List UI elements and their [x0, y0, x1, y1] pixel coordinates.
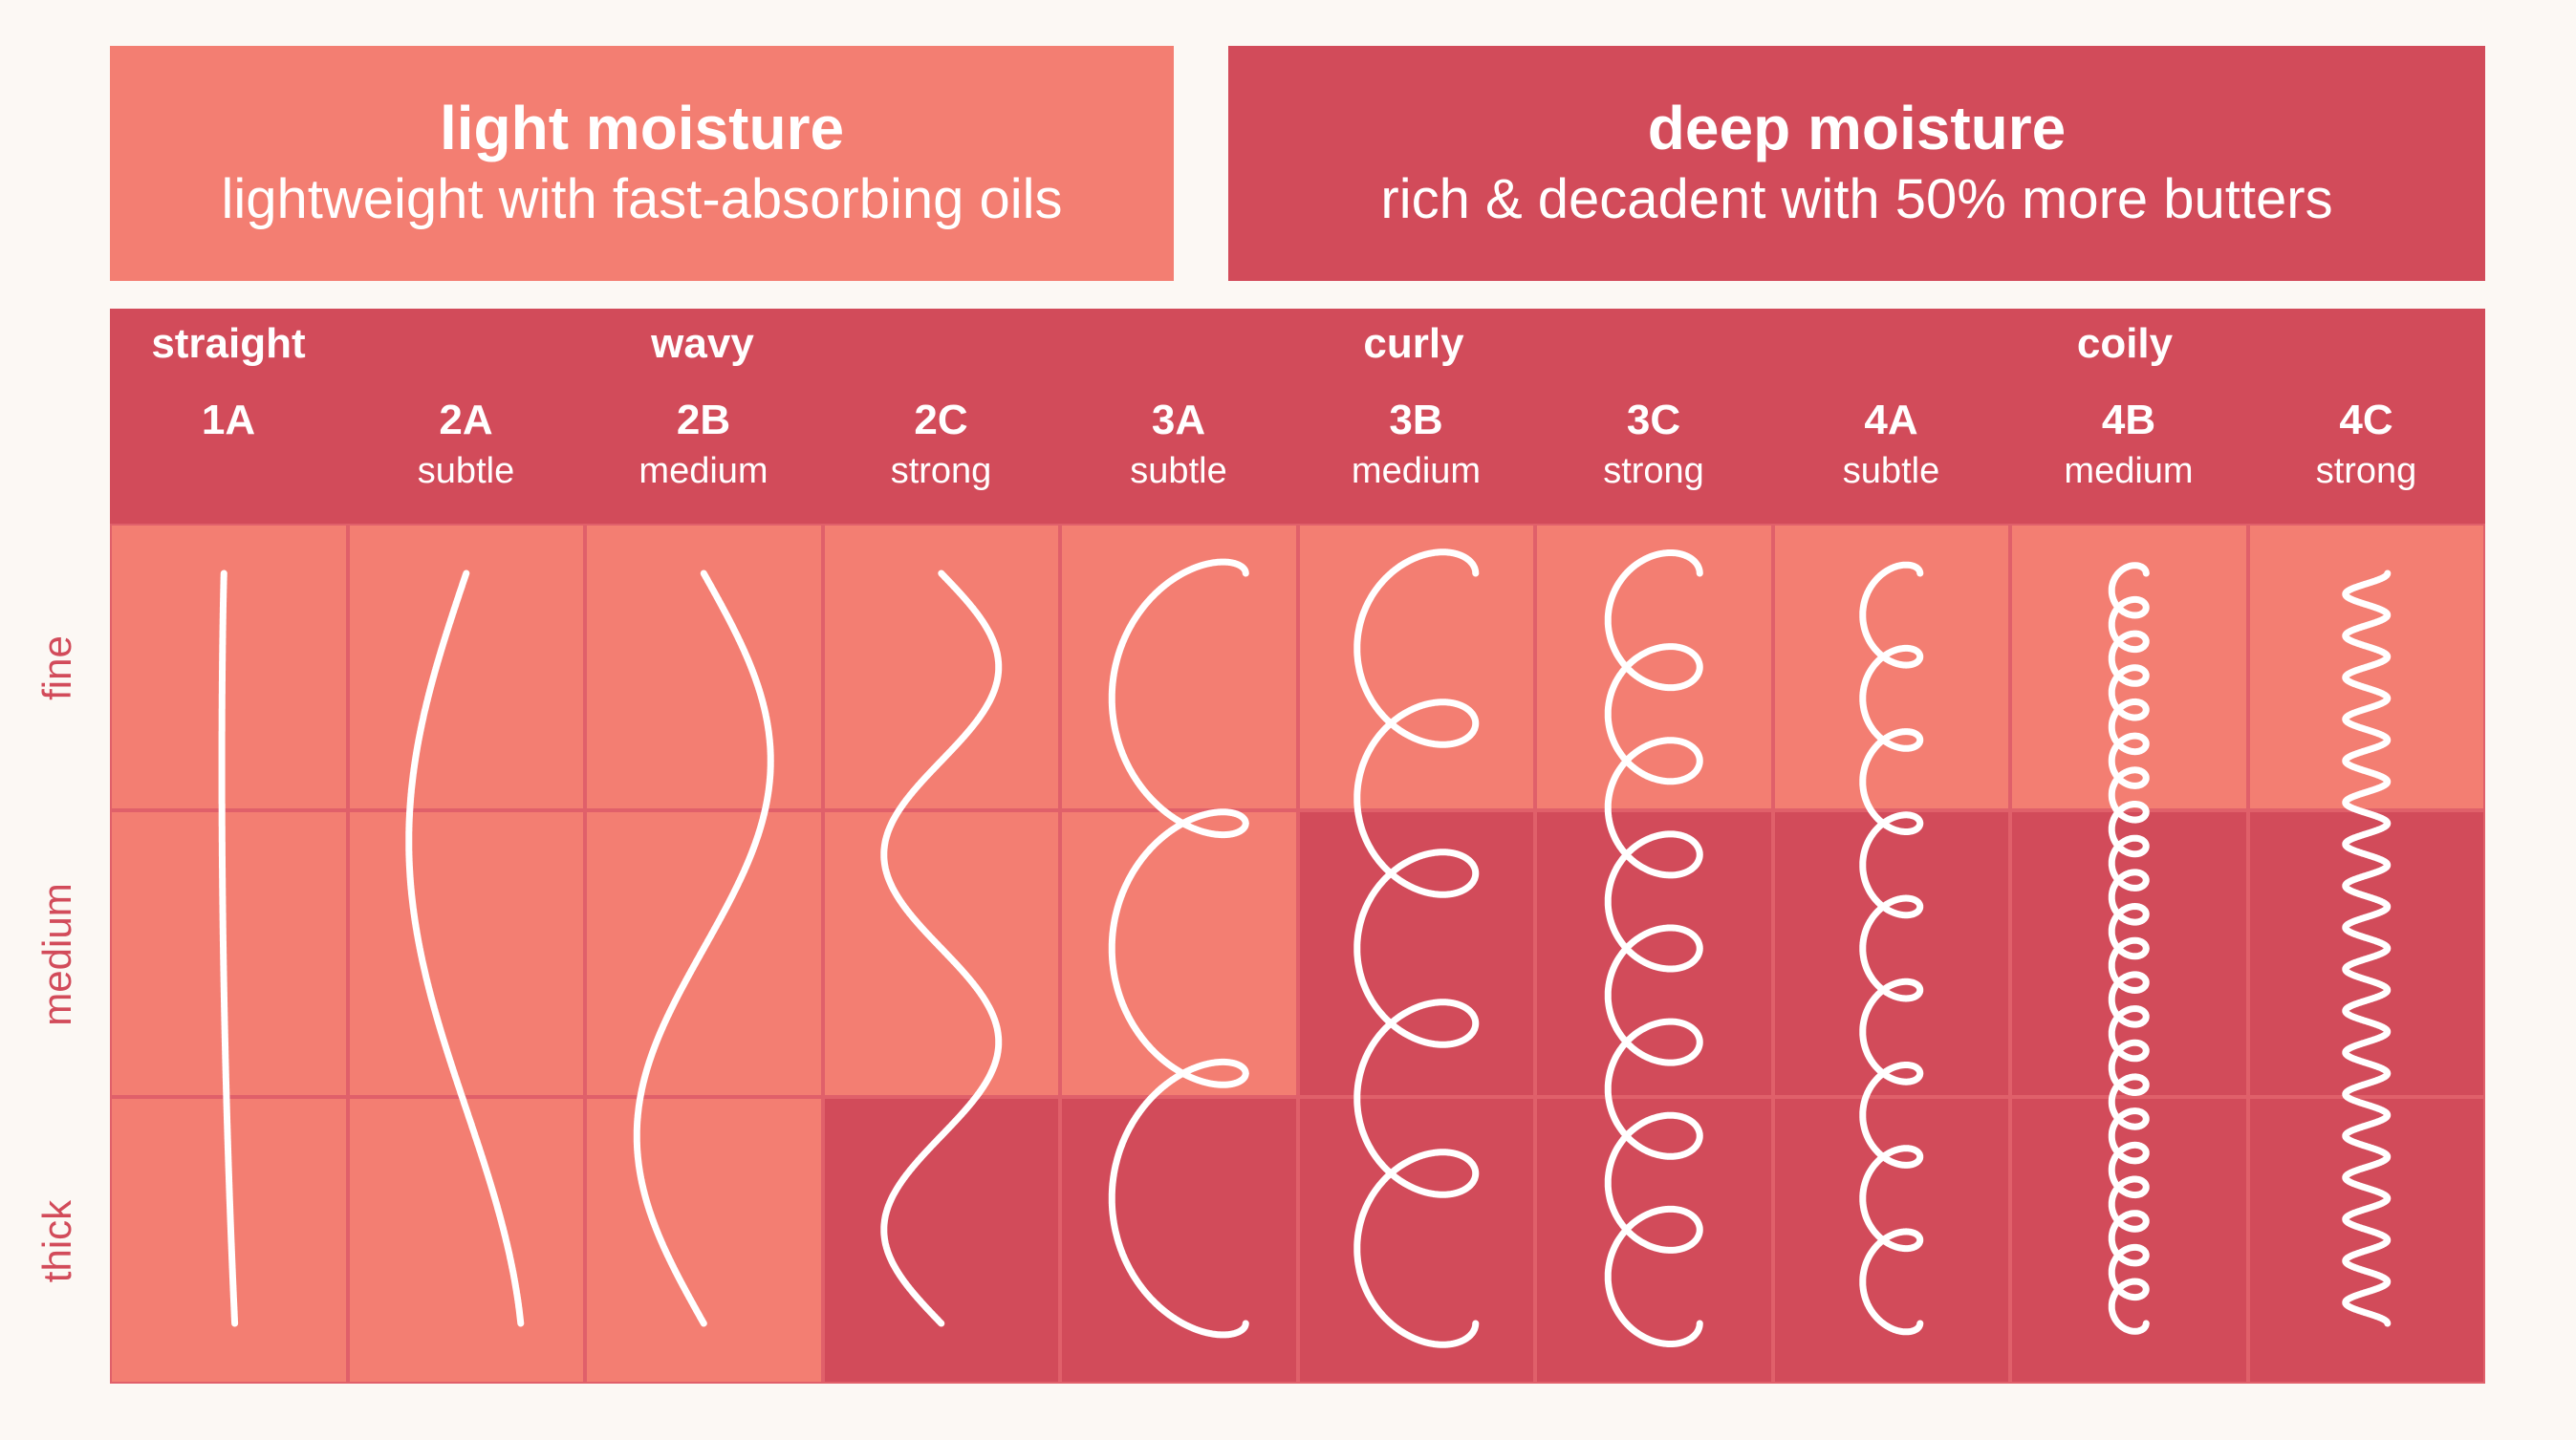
type-code-2b: 2B: [676, 397, 731, 443]
cell-fine-3b: [1297, 524, 1535, 810]
type-variant-2c: strong: [890, 451, 992, 491]
cell-fine-1a: [110, 524, 348, 810]
category-curly: curly: [1363, 320, 1464, 367]
cell-thick-2b: [585, 1097, 823, 1384]
type-variant-4c: strong: [2315, 451, 2417, 491]
cell-fine-3a: [1060, 524, 1298, 810]
type-variant-4b: medium: [2064, 451, 2194, 491]
strand-1a: [218, 570, 239, 1327]
legend-light-moisture: light moisture lightweight with fast-abs…: [110, 46, 1174, 281]
strand-4b: [2108, 562, 2150, 1335]
strand-3a: [1108, 558, 1249, 1339]
type-variant-3a: subtle: [1130, 451, 1227, 491]
type-code-3c: 3C: [1626, 397, 1681, 443]
legend-light-subtitle: lightweight with fast-absorbing oils: [221, 168, 1063, 230]
strand-3c: [1604, 549, 1703, 1347]
type-code-3a: 3A: [1151, 397, 1206, 443]
cell-thick-3c: [1535, 1097, 1773, 1384]
type-code-1a: 1A: [201, 397, 256, 443]
cell-medium-2c: [822, 810, 1060, 1097]
cell-thick-4a: [1772, 1097, 2010, 1384]
type-code-4b: 4B: [2101, 397, 2156, 443]
cell-medium-3a: [1060, 810, 1298, 1097]
type-code-2c: 2C: [914, 397, 968, 443]
type-code-3b: 3B: [1389, 397, 1443, 443]
category-coily: coily: [2076, 320, 2174, 367]
cell-medium-4a: [1772, 810, 2010, 1097]
category-straight: straight: [151, 320, 306, 367]
cell-medium-1a: [110, 810, 348, 1097]
cell-thick-3b: [1297, 1097, 1535, 1384]
strand-2b: [633, 570, 774, 1327]
type-variant-2b: medium: [639, 451, 768, 491]
legend-light-title: light moisture: [439, 94, 845, 162]
cell-fine-3c: [1535, 524, 1773, 810]
cell-thick-2c: [822, 1097, 1060, 1384]
legend-deep-moisture: deep moisture rich & decadent with 50% m…: [1228, 46, 2485, 281]
strand-2a: [405, 570, 525, 1327]
strand-3b: [1353, 548, 1480, 1348]
strand-4c: [2342, 570, 2392, 1327]
cell-thick-2a: [347, 1097, 585, 1384]
legend-deep-title: deep moisture: [1647, 94, 2067, 162]
type-variant-3c: strong: [1603, 451, 1704, 491]
type-variant-3b: medium: [1351, 451, 1482, 491]
type-variant-4a: subtle: [1842, 451, 1940, 491]
type-code-4c: 4C: [2339, 397, 2393, 443]
type-code-2a: 2A: [439, 397, 493, 443]
type-variant-2a: subtle: [417, 451, 515, 491]
strand-4a: [1859, 561, 1924, 1336]
cell-medium-2a: [347, 810, 585, 1097]
type-code-4a: 4A: [1864, 397, 1918, 443]
cell-medium-3c: [1535, 810, 1773, 1097]
legend-deep-subtitle: rich & decadent with 50% more butters: [1380, 168, 2333, 230]
cell-thick-3a: [1060, 1097, 1298, 1384]
cell-fine-2b: [585, 524, 823, 810]
category-wavy: wavy: [651, 320, 754, 367]
strand-2c: [880, 570, 1003, 1327]
